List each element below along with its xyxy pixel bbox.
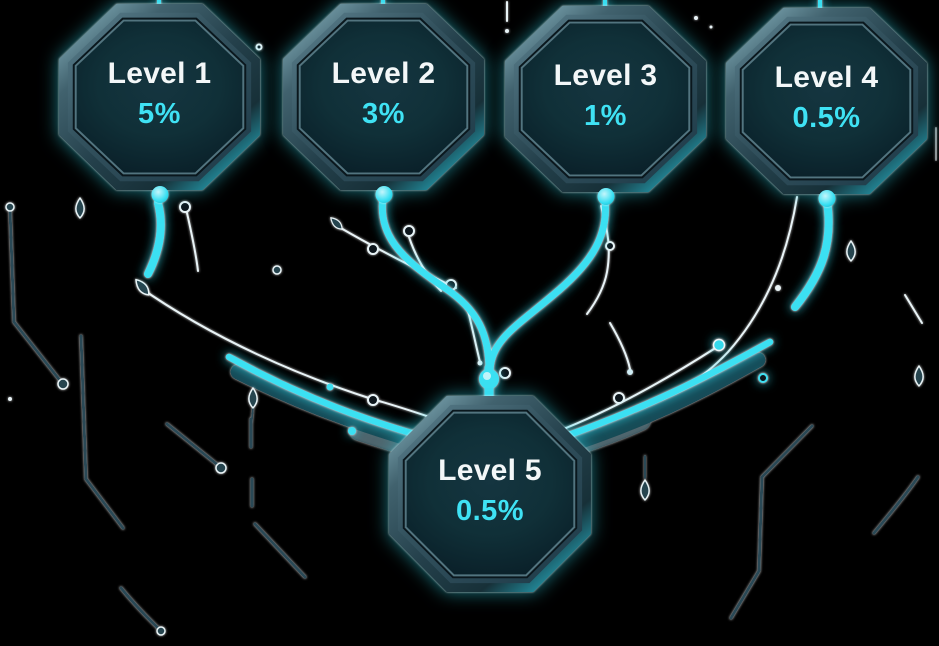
- edge-level2: [378, 193, 493, 374]
- node-value: 0.5%: [792, 102, 861, 134]
- octagon-inner: [743, 25, 910, 177]
- trace-dot: [5, 202, 15, 212]
- connector-nub: [597, 188, 614, 205]
- left-long-arc: [137, 285, 454, 426]
- trace: [119, 586, 162, 632]
- teardrop: [914, 365, 924, 387]
- trace: [872, 475, 920, 535]
- node-value: 0.5%: [455, 495, 525, 527]
- trace-dot: [156, 626, 166, 636]
- node-label: Level 5: [438, 454, 542, 487]
- connector-nub: [375, 186, 392, 203]
- node-level-5: Level 5 0.5%: [387, 394, 593, 594]
- octagon-inner: [406, 413, 574, 575]
- node-label: Level 4: [774, 61, 879, 94]
- octagon-inner: [76, 21, 243, 173]
- dot: [477, 360, 483, 366]
- node-level-4: Level 4 0.5%: [724, 6, 929, 207]
- connector-nub: [151, 186, 168, 203]
- teardrop: [132, 276, 153, 299]
- node-value: 5%: [138, 98, 181, 130]
- node-value: 3%: [362, 98, 405, 130]
- edge-level4-drip: [791, 197, 833, 311]
- right-wing-arc: [555, 346, 718, 433]
- dot: [694, 16, 698, 20]
- node-label: Level 2: [331, 57, 436, 90]
- cyan-end-dot: [712, 338, 726, 352]
- node-level-2: Level 2 3%: [281, 2, 486, 203]
- edge-level3: [486, 197, 609, 374]
- mid-left-arc: [338, 226, 457, 289]
- cyan-dot: [326, 383, 334, 391]
- trace-dot: [215, 462, 227, 474]
- dot: [8, 397, 12, 401]
- octagon-inner: [522, 23, 689, 175]
- trace: [165, 422, 221, 468]
- circuit-traces: [5, 197, 924, 636]
- node-level-3: Level 3 1%: [503, 4, 708, 205]
- trace-dot: [272, 265, 282, 275]
- ring: [613, 392, 625, 404]
- ring: [499, 367, 511, 379]
- junction-right-arc: [609, 322, 631, 370]
- trace-dot: [57, 378, 69, 390]
- teardrop: [248, 387, 258, 409]
- ring: [605, 241, 615, 251]
- octagon-inner: [300, 21, 467, 173]
- ring: [403, 225, 415, 237]
- teardrop: [846, 240, 856, 262]
- ring: [367, 394, 379, 406]
- trace: [729, 424, 814, 620]
- bead: [775, 285, 781, 291]
- trace: [250, 407, 254, 430]
- cyan-dot: [348, 427, 356, 435]
- trace: [8, 207, 64, 385]
- teardrop: [75, 197, 85, 219]
- right-dash: [904, 294, 923, 324]
- node-label: Level 3: [553, 59, 658, 92]
- ring: [367, 243, 379, 255]
- node-value: 1%: [584, 100, 627, 132]
- cyan-ring: [758, 373, 768, 383]
- trace: [79, 334, 125, 530]
- node-level-1: Level 1 5%: [57, 2, 262, 203]
- dot: [627, 369, 633, 375]
- right-wing-stripe: [536, 338, 774, 449]
- dot: [709, 25, 713, 29]
- junction-dot-core: [483, 372, 491, 380]
- node1-drip-arc: [186, 212, 199, 272]
- ring: [255, 43, 263, 51]
- ring: [179, 201, 191, 213]
- trace: [253, 522, 307, 579]
- edge-level1-drip: [144, 199, 165, 278]
- teardrop: [327, 214, 346, 233]
- teardrop: [640, 479, 650, 501]
- dot: [505, 29, 509, 33]
- connector-nub: [818, 190, 835, 207]
- node-label: Level 1: [107, 57, 212, 90]
